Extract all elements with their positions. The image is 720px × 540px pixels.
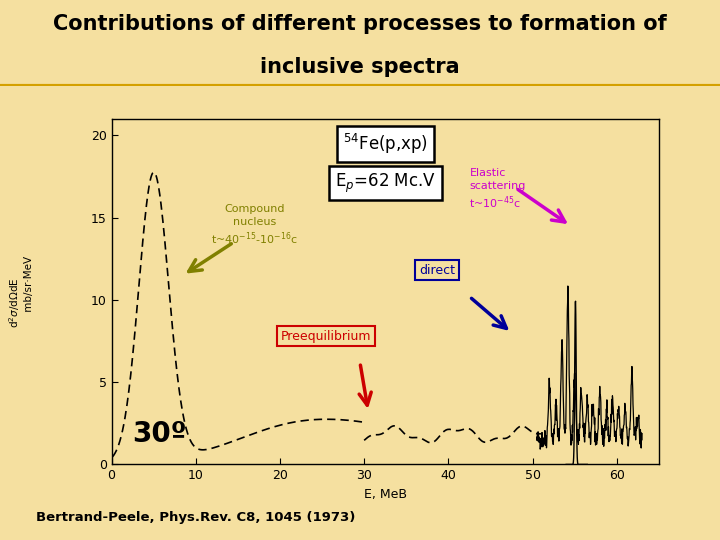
- Text: E$_{p}$=62 Mc.V: E$_{p}$=62 Mc.V: [335, 172, 436, 194]
- Text: Preequilibrium: Preequilibrium: [281, 329, 372, 342]
- Text: 30º: 30º: [132, 420, 187, 448]
- Text: direct: direct: [419, 264, 455, 276]
- Text: d$^{2}\sigma$/d$\Omega$dE
     mb/sr·MeV: d$^{2}\sigma$/d$\Omega$dE mb/sr·MeV: [7, 255, 34, 328]
- Text: Compound
nucleus
t~40$^{-15}$-10$^{-16}$c: Compound nucleus t~40$^{-15}$-10$^{-16}$…: [211, 204, 298, 247]
- Text: Elastic
scattering
t~10$^{-45}$c: Elastic scattering t~10$^{-45}$c: [469, 168, 526, 211]
- Text: inclusive spectra: inclusive spectra: [260, 57, 460, 77]
- Text: $^{54}$Fe(p,xp): $^{54}$Fe(p,xp): [343, 132, 428, 156]
- Text: Bertrand-Peele, Phys.Rev. C8, 1045 (1973): Bertrand-Peele, Phys.Rev. C8, 1045 (1973…: [36, 511, 356, 524]
- X-axis label: E, MeB: E, MeB: [364, 488, 407, 501]
- Text: Contributions of different processes to formation of: Contributions of different processes to …: [53, 14, 667, 34]
